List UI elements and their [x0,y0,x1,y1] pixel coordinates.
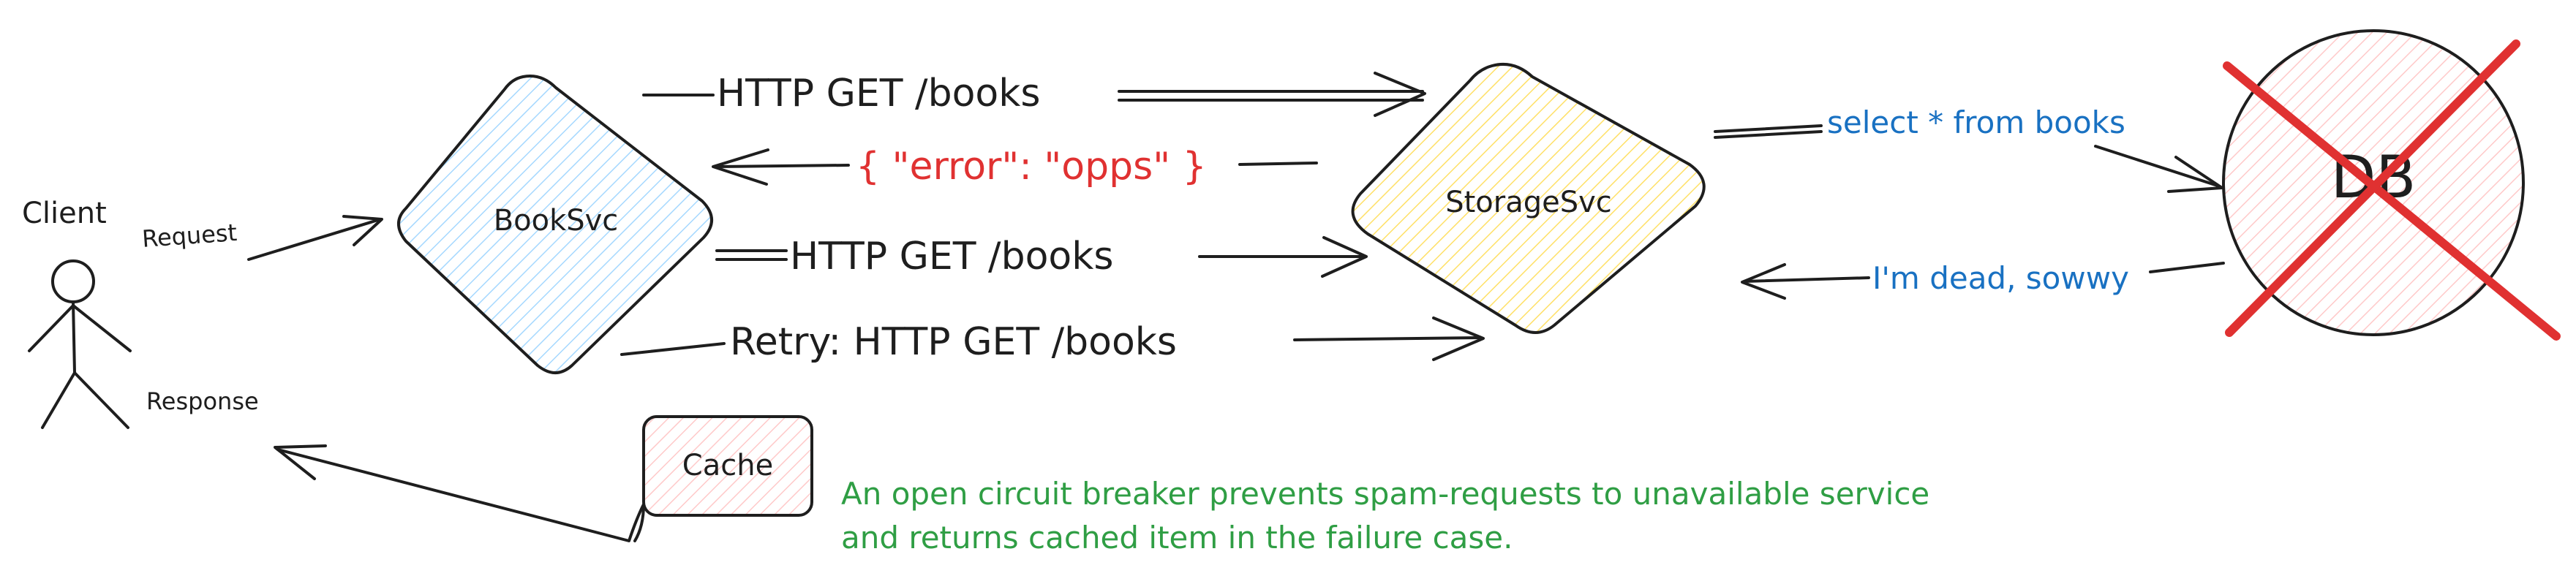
client-legs-icon [41,371,129,429]
error-label: { "error": "opps" } [856,145,1207,189]
booksvc-node [397,75,713,374]
cache-node [642,415,813,517]
dead-label: I'm dead, sowwy [1872,260,2129,296]
client-arms-icon [28,304,132,352]
booksvc-label: BookSvc [494,204,619,238]
http-get-label-1: HTTP GET /books [717,72,1040,115]
client-head-icon [51,259,95,303]
response-label: Response [146,387,259,415]
error-arrow [712,148,1318,186]
client-actor [28,259,132,429]
dead-arrow [1741,262,2225,300]
note-line-1: An open circuit breaker prevents spam-re… [841,476,1929,512]
client-body-icon [72,300,76,374]
request-label: Request [141,219,238,253]
select-arrow [1714,124,2223,193]
storagesvc-label: StorageSvc [1445,186,1612,219]
client-label: Client [22,197,107,230]
retry-arrow [620,316,1485,361]
http-get-arrow-1 [642,72,1426,117]
select-label: select * from books [1827,105,2125,140]
storagesvc-node [1351,62,1706,334]
retry-label: Retry: HTTP GET /books [730,320,1177,364]
http-get-arrow-2 [715,236,1368,278]
note-line-2: and returns cached item in the failure c… [841,520,1513,555]
db-failed-cross-icon [2223,39,2561,341]
request-arrow [247,215,383,261]
http-get-label-2: HTTP GET /books [790,235,1113,278]
cache-label: Cache [682,449,773,482]
response-arrow [274,444,645,542]
